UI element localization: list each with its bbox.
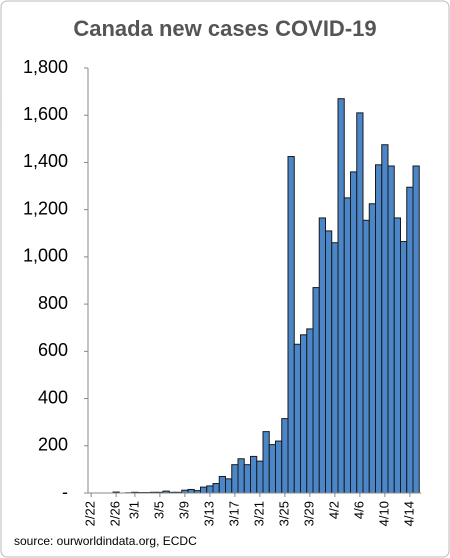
bar [212, 483, 220, 494]
y-tick-label: 1,400 [23, 151, 68, 171]
bar [325, 230, 333, 494]
bar [237, 458, 245, 494]
chart-title: Canada new cases COVID-19 [73, 16, 376, 41]
bar [337, 98, 345, 494]
bar [287, 156, 295, 494]
x-tick-label: 3/29 [301, 501, 316, 526]
bar [268, 444, 276, 494]
source-note: source: ourworldindata.org, ECDC [14, 534, 197, 548]
x-tick-label: 3/25 [276, 501, 291, 526]
bar [306, 328, 314, 494]
bar [262, 431, 270, 494]
x-tick-label: 2/22 [83, 501, 98, 526]
x-tick-label: 3/1 [126, 501, 141, 519]
bar [275, 440, 283, 494]
bar [225, 478, 233, 494]
bar [368, 203, 376, 494]
bar [293, 343, 301, 494]
x-tick-label: 3/21 [251, 501, 266, 526]
y-tick-label: 600 [38, 340, 68, 360]
bar [231, 464, 239, 494]
bar [393, 217, 401, 494]
x-tick-label: 4/14 [401, 501, 416, 526]
y-tick-label: - [62, 482, 68, 502]
y-tick-label: 1,600 [23, 104, 68, 124]
x-tick-label: 3/5 [151, 501, 166, 519]
x-tick-label: 3/17 [226, 501, 241, 526]
bar [200, 486, 208, 494]
x-tick-label: 3/13 [201, 501, 216, 526]
bar [243, 464, 251, 494]
bar [356, 112, 364, 494]
bar [206, 485, 214, 494]
y-tick-label: 1,800 [23, 57, 68, 77]
bar [400, 241, 408, 494]
x-tick-label: 4/6 [351, 501, 366, 519]
bar [300, 334, 308, 494]
bar [250, 455, 258, 494]
bar [406, 186, 414, 494]
bar [381, 144, 389, 494]
bar [362, 219, 370, 494]
bar [343, 197, 351, 494]
bar [312, 287, 320, 494]
bar [187, 488, 195, 494]
y-tick-label: 800 [38, 293, 68, 313]
x-tick-label: 4/10 [376, 501, 391, 526]
bar [412, 165, 420, 494]
bar [350, 171, 358, 494]
bar [218, 475, 226, 494]
y-tick-label: 400 [38, 387, 68, 407]
y-tick-label: 1,000 [23, 246, 68, 266]
bar [281, 418, 289, 494]
x-tick-label: 4/2 [326, 501, 341, 519]
bar [375, 164, 383, 494]
x-tick-label: 3/9 [176, 501, 191, 519]
bar [318, 217, 326, 494]
bar [256, 460, 264, 494]
y-tick-label: 200 [38, 435, 68, 455]
y-tick-label: 1,200 [23, 198, 68, 218]
x-tick-label: 2/26 [108, 501, 123, 526]
bar [387, 165, 395, 494]
bar [331, 242, 339, 494]
